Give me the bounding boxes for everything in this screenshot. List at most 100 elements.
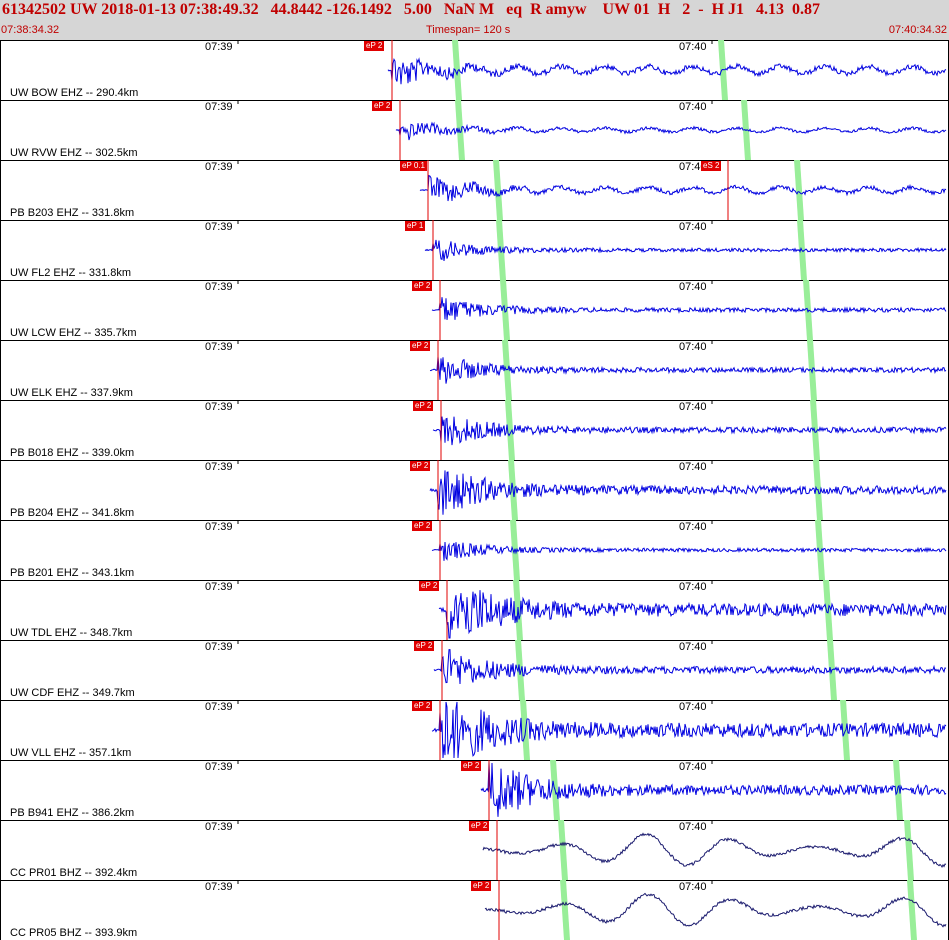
waveform [419,174,947,202]
waveform-svg [237,160,947,220]
waveform-svg [237,340,947,400]
station-label: UW FL2 EHZ -- 331.8km [10,267,132,279]
pick-marker[interactable]: eP 2 [412,281,433,291]
station-label: PB B941 EHZ -- 386.2km [10,807,135,819]
waveform-svg [237,520,947,580]
seismogram-panel[interactable]: 07:39 07:40 eP 2 UW BOW EHZ -- 290.4km 07:39… [0,40,949,940]
waveform [424,239,947,261]
pick-marker[interactable]: eP 2 [413,401,434,411]
waveform [432,416,947,446]
phase-bar [455,100,465,160]
phase-bar [904,820,914,880]
trace-panel[interactable]: 07:39 07:40 eP 2 PB B201 EHZ -- 343.1km [0,520,949,580]
pick-marker[interactable]: eP 2 [471,881,492,891]
trace-panel[interactable]: 07:39 07:40 eP 2 UW ELK EHZ -- 337.9km [0,340,949,400]
waveform [429,356,947,384]
waveform [429,470,947,515]
waveform [480,761,947,817]
time-tick-label: 07:39 [205,161,233,173]
phase-bar [815,520,825,580]
time-tick-label: 07:39 [205,581,233,593]
waveform [431,297,947,320]
waveform-svg [237,580,947,640]
pick-marker[interactable]: eP 0.1 [400,161,427,171]
time-tick-label: 07:40 [679,761,707,773]
trace-panel[interactable]: 07:39 07:40 eP 2 CC PR05 BHZ -- 393.9km [0,880,949,940]
waveform-svg [237,640,947,700]
pick-marker[interactable]: eP 2 [461,761,482,771]
start-time: 07:38:34.32 [1,24,60,36]
trace-panel[interactable]: 07:39 07:40 eP 1 UW FL2 EHZ -- 331.8km [0,220,949,280]
trace-panel[interactable]: 07:39 07:40 eP 2 UW TDL EHZ -- 348.7km [0,580,949,640]
waveform-svg [237,880,947,940]
time-tick-label: 07:40 [679,161,707,173]
time-tick-label: 07:39 [205,281,233,293]
station-label: CC PR01 BHZ -- 392.4km [10,867,138,879]
header-bar: 61342502 UW 2018-01-13 07:38:49.32 44.84… [0,0,949,40]
trace-panel[interactable]: 07:39 07:40 eP 2 UW LCW EHZ -- 335.7km [0,280,949,340]
station-label: PB B201 EHZ -- 343.1km [10,567,135,579]
pick-marker[interactable]: eP 2 [410,461,431,471]
trace-panel[interactable]: 07:39 07:40 eP 2 UW RVW EHZ -- 302.5km [0,100,949,160]
pick-marker[interactable]: eS 2 [701,161,722,171]
pick-marker[interactable]: eP 2 [372,101,393,111]
time-tick-label: 07:40 [679,701,707,713]
phase-bar [558,820,568,880]
waveform [387,57,947,85]
phase-bar [520,700,530,760]
time-tick-label: 07:39 [205,101,233,113]
phase-bar [840,700,850,760]
station-label: UW TDL EHZ -- 348.7km [10,627,133,639]
pick-marker[interactable]: eP 2 [412,521,433,531]
time-tick-label: 07:40 [679,641,707,653]
waveform-svg [237,220,947,280]
time-tick-label: 07:39 [205,461,233,473]
waveform-svg [237,700,947,760]
phase-bar [505,400,515,460]
station-label: PB B204 EHZ -- 341.8km [10,507,135,519]
waveform [433,649,947,685]
time-tick-label: 07:40 [679,101,707,113]
trace-panel[interactable]: 07:39 07:40 eP 2 UW CDF EHZ -- 349.7km [0,640,949,700]
time-tick-label: 07:40 [679,221,707,233]
time-tick-label: 07:39 [205,401,233,413]
phase-bar [810,400,820,460]
event-title: 61342502 UW 2018-01-13 07:38:49.32 44.84… [2,1,821,18]
phase-bar [493,160,503,220]
station-label: UW VLL EHZ -- 357.1km [10,747,132,759]
trace-panel[interactable]: 07:39 07:40 eP 2 UW VLL EHZ -- 357.1km [0,700,949,760]
pick-marker[interactable]: eP 2 [419,581,440,591]
station-label: UW ELK EHZ -- 337.9km [10,387,133,399]
pick-marker[interactable]: eP 2 [364,41,385,51]
waveform-svg [237,100,947,160]
time-tick-label: 07:39 [205,221,233,233]
trace-panel[interactable]: 07:39 07:40 eP 2 PB B018 EHZ -- 339.0km [0,400,949,460]
station-label: UW CDF EHZ -- 349.7km [10,687,135,699]
pick-marker[interactable]: eP 2 [410,341,431,351]
time-tick-label: 07:39 [205,821,233,833]
time-tick-label: 07:39 [205,521,233,533]
pick-marker[interactable]: eP 2 [469,821,490,831]
pick-marker[interactable]: eP 1 [405,221,426,231]
trace-panel[interactable]: 07:39 07:40 eP 2 PB B941 EHZ -- 386.2km [0,760,949,820]
waveform-svg [237,760,947,820]
time-tick-label: 07:40 [679,341,707,353]
time-tick-label: 07:40 [679,821,707,833]
phase-bar [794,160,804,220]
time-tick-label: 07:39 [205,341,233,353]
trace-panel[interactable]: 07:39 07:40 eP 2 UW BOW EHZ -- 290.4km [0,40,949,100]
station-label: UW BOW EHZ -- 290.4km [10,87,139,99]
phase-bar [502,340,512,400]
waveform-svg [237,280,947,340]
phase-bar [452,40,462,100]
pick-marker[interactable]: eP 2 [412,701,433,711]
station-label: PB B203 EHZ -- 331.8km [10,207,135,219]
waveform [482,832,947,869]
trace-panel[interactable]: 07:39 07:40 eP 2 PB B204 EHZ -- 341.8km [0,460,949,520]
time-tick-label: 07:39 [205,761,233,773]
pick-marker[interactable]: eP 2 [414,641,435,651]
trace-panel[interactable]: 07:39 07:40 eP 2 CC PR01 BHZ -- 392.4km [0,820,949,880]
station-label: UW LCW EHZ -- 335.7km [10,327,137,339]
trace-panel[interactable]: 07:39 07:40 eP 0.1 eS 2 PB B203 EHZ -- 331.8… [0,160,949,220]
waveform-svg [237,40,947,100]
